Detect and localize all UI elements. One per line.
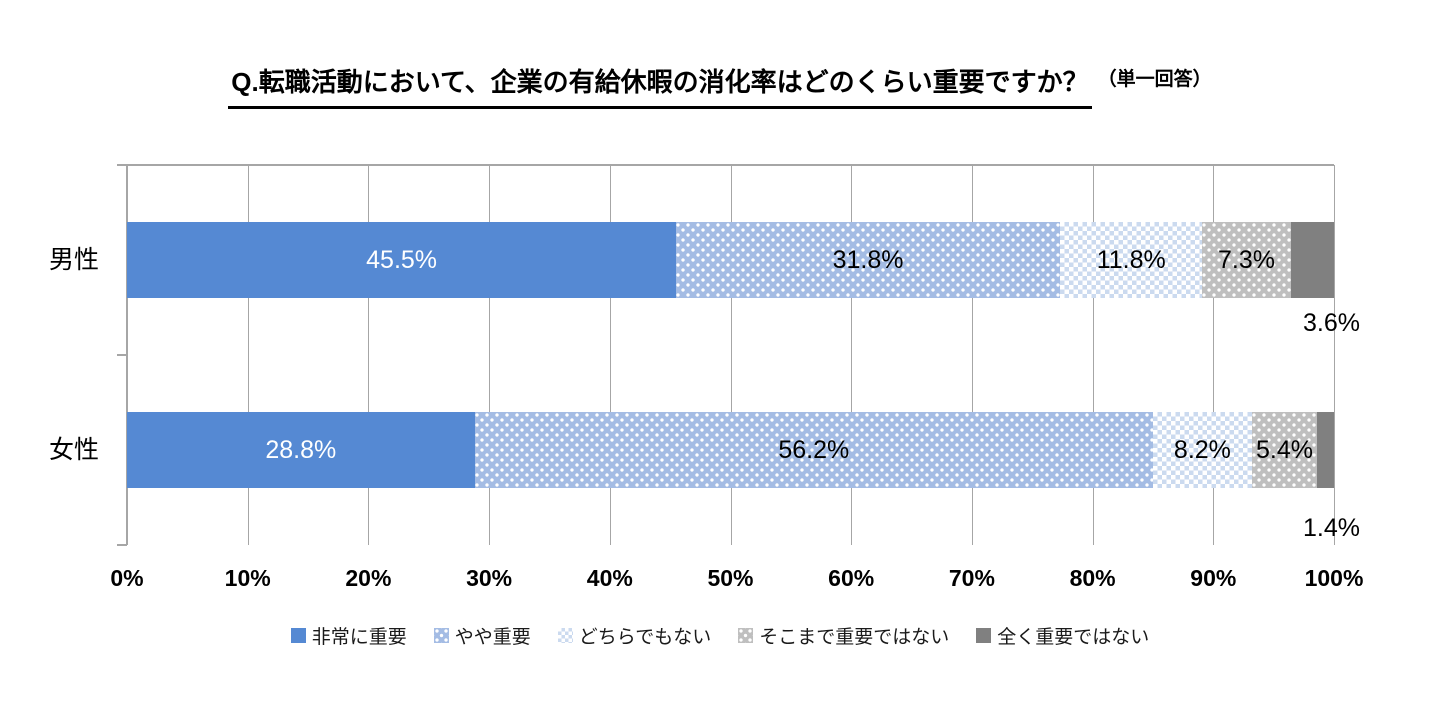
x-axis-tick-label: 100% bbox=[1304, 565, 1364, 591]
data-label-outside: 3.6% bbox=[1303, 309, 1360, 337]
legend-item: 全く重要ではない bbox=[976, 622, 1149, 649]
data-label: 28.8% bbox=[265, 435, 337, 464]
bar-segment: 11.8% bbox=[1060, 222, 1203, 298]
axis-tick bbox=[117, 164, 127, 166]
legend-label: そこまで重要ではない bbox=[759, 627, 950, 648]
bar-segment: 56.2% bbox=[474, 412, 1153, 488]
gridline bbox=[609, 165, 611, 545]
legend: 非常に重要 やや重要 どちらでもない そこまで重要ではない 全く重要ではない bbox=[0, 622, 1440, 649]
legend-marker-icon bbox=[290, 628, 306, 643]
gridline bbox=[971, 165, 973, 545]
legend-marker-icon bbox=[976, 628, 992, 643]
bar-row: 45.5% 31.8% 11.8% 7.3% bbox=[127, 222, 1334, 298]
bar-segment: 5.4% bbox=[1251, 412, 1318, 488]
data-label: 11.8% bbox=[1096, 245, 1166, 274]
gridline bbox=[127, 165, 128, 545]
data-label: 31.8% bbox=[832, 245, 904, 274]
gridline bbox=[489, 165, 491, 545]
data-label: 8.2% bbox=[1173, 435, 1231, 464]
category-label: 男性 bbox=[48, 246, 99, 274]
legend-label: 全く重要ではない bbox=[997, 627, 1150, 648]
legend-item: どちらでもない bbox=[557, 622, 712, 649]
data-label: 56.2% bbox=[778, 435, 850, 464]
x-axis-tick-label: 20% bbox=[345, 565, 392, 591]
legend-item: やや重要 bbox=[433, 622, 531, 649]
legend-label: やや重要 bbox=[454, 627, 531, 648]
legend-marker-icon bbox=[738, 628, 754, 643]
x-axis-labels: 0% 10% 20% 30% 40% 50% 60% 70% 80% 90% 100% bbox=[110, 565, 1363, 597]
data-label: 7.3% bbox=[1217, 245, 1275, 274]
bar-segment: 28.8% bbox=[127, 412, 475, 488]
gridline bbox=[368, 165, 370, 545]
chart-title: Q.転職活動において、企業の有給休暇の消化率はどのくらい重要ですか？ （単一回答） bbox=[0, 64, 1440, 109]
x-axis-tick-label: 10% bbox=[224, 565, 271, 591]
bar-segment bbox=[1317, 412, 1334, 488]
bar-row: 28.8% 56.2% 8.2% 5.4% bbox=[127, 412, 1334, 488]
axis-tick bbox=[117, 544, 127, 546]
legend-label: どちらでもない bbox=[578, 627, 712, 648]
data-label: 45.5% bbox=[366, 245, 438, 274]
legend-label: 非常に重要 bbox=[311, 627, 407, 648]
gridline bbox=[730, 165, 732, 545]
legend-item: そこまで重要ではない bbox=[738, 622, 949, 649]
gridline bbox=[1334, 165, 1335, 545]
data-label-outside: 1.4% bbox=[1303, 514, 1360, 542]
data-label: 5.4% bbox=[1256, 435, 1313, 464]
gridline bbox=[1092, 165, 1094, 545]
bar-segment: 7.3% bbox=[1202, 222, 1291, 298]
x-axis-tick-label: 90% bbox=[1190, 565, 1237, 591]
legend-marker-icon bbox=[557, 628, 573, 643]
axis-tick bbox=[117, 354, 127, 356]
x-axis-tick-label: 60% bbox=[828, 565, 875, 591]
plot-area: 3.6% 45.5% 31.8% 11.8% 7.3% 1.4% 28.8% 56.2% 8.2… bbox=[117, 164, 1360, 546]
bar-segment: 31.8% bbox=[676, 222, 1060, 298]
chart-title-main: Q.転職活動において、企業の有給休暇の消化率はどのくらい重要ですか？ bbox=[228, 67, 1092, 109]
legend-item: 非常に重要 bbox=[290, 622, 407, 649]
category-label: 女性 bbox=[48, 436, 99, 464]
bar-segment: 8.2% bbox=[1152, 412, 1252, 488]
x-axis-tick-label: 0% bbox=[110, 565, 144, 591]
x-axis-tick-label: 70% bbox=[948, 565, 995, 591]
gridline bbox=[1213, 165, 1215, 545]
legend-marker-icon bbox=[433, 628, 449, 643]
x-axis-tick-label: 80% bbox=[1069, 565, 1116, 591]
bar-segment bbox=[1290, 222, 1334, 298]
x-axis-tick-label: 40% bbox=[586, 565, 633, 591]
chart-title-note: （単一回答） bbox=[1097, 69, 1212, 90]
bar-segment: 45.5% bbox=[127, 222, 677, 298]
gridline bbox=[851, 165, 853, 545]
x-axis-tick-label: 50% bbox=[707, 565, 754, 591]
gridline bbox=[247, 165, 249, 545]
x-axis-tick-label: 30% bbox=[466, 565, 513, 591]
